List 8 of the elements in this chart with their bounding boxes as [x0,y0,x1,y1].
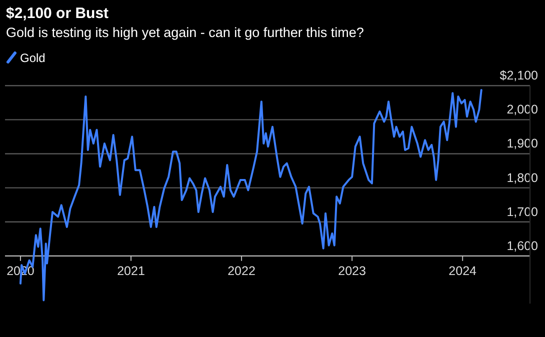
chart-title: $2,100 or Bust [6,5,109,22]
x-tick-label: 2023 [338,264,366,278]
y-tick-label: $2,100 [500,68,538,83]
legend-label: Gold [20,51,46,65]
x-tick-label: 2021 [117,264,145,278]
chart-subtitle: Gold is testing its high yet again - can it go further this time? [6,25,364,40]
x-tick-label: 2022 [228,264,256,278]
x-tick-label: 2024 [448,264,477,278]
